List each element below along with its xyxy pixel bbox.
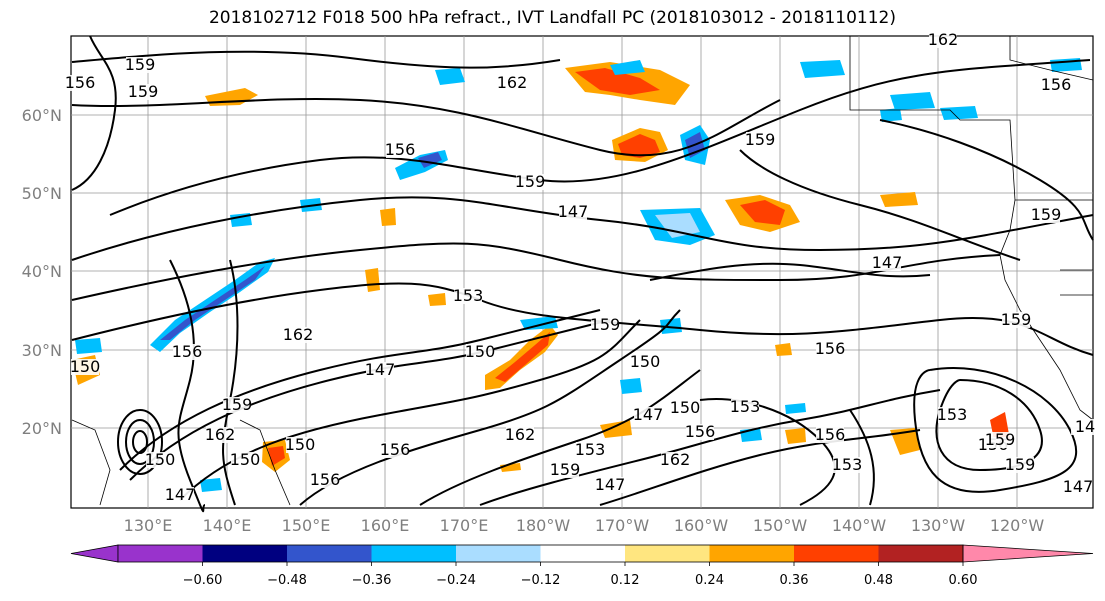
colorbar-tick-label: −0.36 [352, 573, 392, 588]
colorbar-segment [878, 545, 963, 562]
lon-tick-label: 160°E [361, 516, 410, 535]
contour-label: 156 [815, 425, 846, 444]
lat-tick-label: 40°N [22, 262, 62, 281]
map-panel [70, 35, 1094, 513]
contour-label: 147 [365, 360, 396, 379]
colorbar-tick-label: 0.60 [949, 573, 978, 588]
contour-label: 159 [1005, 455, 1036, 474]
colorbar-extend-high [962, 544, 1094, 563]
longitude-tick-labels: 130°E 140°E 150°E 160°E 170°E 180°W 170°W 160°W… [124, 516, 1045, 535]
contour-label: 150 [145, 450, 176, 469]
colorbar-tick-label: 0.24 [695, 573, 724, 588]
colorbar-tick-labels: −0.60 −0.48 −0.36 −0.24 −0.12 0.12 0.24 0.36 0.4… [183, 562, 978, 588]
contour-label: 162 [505, 425, 536, 444]
lat-tick-label: 30°N [22, 341, 62, 360]
contour-label: 150 [465, 342, 496, 361]
colorbar-segment [118, 545, 203, 562]
contour-label: 147 [1063, 477, 1094, 496]
colorbar-segment [287, 545, 372, 562]
contour-label: 156 [685, 422, 716, 441]
contour-label: 159 [222, 395, 253, 414]
lon-tick-label: 150°E [282, 516, 331, 535]
contour-label: 150 [670, 398, 701, 417]
colorbar-tick-label: −0.24 [436, 573, 476, 588]
height-contours [71, 35, 1094, 513]
contour-label: 159 [550, 460, 581, 479]
contour-label: 147 [558, 202, 589, 221]
lon-tick-label: 170°E [440, 516, 489, 535]
contour-label: 147 [633, 405, 664, 424]
colorbar-segment [202, 545, 287, 562]
contour-label: 162 [928, 30, 959, 49]
colorbar-segment [625, 545, 710, 562]
lon-tick-label: 160°W [674, 516, 729, 535]
contour-label: 156 [815, 339, 846, 358]
refractivity-shading [72, 58, 1082, 492]
contour-label: 159 [745, 130, 776, 149]
colorbar-tick-label: 0.48 [864, 573, 893, 588]
contour-label: 153 [453, 286, 484, 305]
contour-labels: 159 156 159 162 156 159 147 150 156 159 162 153 150 1… [65, 30, 1099, 504]
colorbar-segment [709, 545, 794, 562]
latitude-tick-labels: 60°N 50°N 40°N 30°N 20°N [22, 106, 62, 438]
contour-label: 147 [872, 253, 903, 272]
contour-label: 153 [575, 440, 606, 459]
lon-tick-label: 170°W [595, 516, 650, 535]
contour-label: 156 [310, 470, 341, 489]
lat-tick-label: 20°N [22, 419, 62, 438]
contour-label: 159 [125, 55, 156, 74]
lon-tick-label: 130°W [911, 516, 966, 535]
colorbar-tick-label: −0.60 [183, 573, 223, 588]
contour-label: 156 [172, 342, 203, 361]
map-title: 2018102712 F018 500 hPa refract., IVT La… [208, 8, 896, 28]
lon-tick-label: 180°W [516, 516, 571, 535]
colorbar-tick-label: −0.48 [267, 573, 307, 588]
contour-label: 153 [937, 405, 968, 424]
contour-label: 162 [205, 425, 236, 444]
contour-label: 150 [630, 352, 661, 371]
contour-label: 159 [515, 172, 546, 191]
lon-tick-label: 120°W [990, 516, 1045, 535]
contour-label: 159 [1001, 310, 1032, 329]
contour-label: 156 [380, 440, 411, 459]
contour-label: 153 [832, 455, 863, 474]
lon-tick-label: 130°E [124, 516, 173, 535]
lat-tick-label: 50°N [22, 184, 62, 203]
contour-label: 153 [730, 397, 761, 416]
contour-label: 156 [1041, 75, 1072, 94]
colorbar [70, 544, 1094, 563]
colorbar-segment [371, 545, 456, 562]
colorbar-tick-label: −0.12 [521, 573, 561, 588]
contour-label: 159 [128, 82, 159, 101]
lon-tick-label: 140°W [832, 516, 887, 535]
contour-label: 162 [283, 325, 314, 344]
colorbar-segment [540, 545, 625, 562]
contour-label: 150 [285, 435, 316, 454]
contour-label: 14 [1075, 417, 1095, 436]
lon-tick-label: 140°E [203, 516, 252, 535]
colorbar-segment [794, 545, 879, 562]
lon-tick-label: 150°W [753, 516, 808, 535]
contour-label: 162 [497, 73, 528, 92]
colorbar-tick-label: 0.12 [611, 573, 640, 588]
contour-label: 162 [660, 450, 691, 469]
contour-label: 147 [165, 485, 196, 504]
colorbar-tick-label: 0.36 [780, 573, 809, 588]
colorbar-segment [456, 545, 541, 562]
contour-label: 147 [595, 475, 626, 494]
contour-label: 156 [385, 140, 416, 159]
contour-label: 150 [230, 450, 261, 469]
colorbar-extend-low [70, 544, 119, 563]
contour-label: 159 [1031, 205, 1062, 224]
contour-label: 159 [985, 430, 1016, 449]
contour-label: 159 [590, 315, 621, 334]
contour-label: 156 [65, 73, 96, 92]
contour-label: 150 [70, 357, 101, 376]
lat-tick-label: 60°N [22, 106, 62, 125]
